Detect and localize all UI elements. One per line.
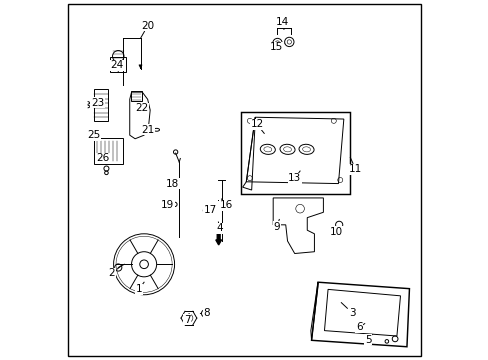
- Text: 4: 4: [216, 224, 222, 233]
- Text: 6: 6: [355, 322, 362, 332]
- Text: 20: 20: [141, 21, 154, 31]
- Text: 2: 2: [108, 268, 115, 278]
- Text: 8: 8: [203, 308, 210, 318]
- Bar: [94, 138, 122, 164]
- Text: 11: 11: [348, 164, 362, 174]
- Bar: [131, 91, 142, 101]
- Text: 1: 1: [135, 284, 142, 294]
- Bar: [241, 112, 349, 194]
- Bar: [94, 89, 108, 121]
- Text: 5: 5: [364, 334, 371, 345]
- Text: 18: 18: [166, 179, 179, 189]
- Text: 10: 10: [329, 227, 342, 237]
- Text: 24: 24: [110, 60, 123, 70]
- Text: 3: 3: [348, 308, 355, 318]
- Text: 13: 13: [287, 173, 301, 183]
- Text: 25: 25: [87, 130, 101, 140]
- Text: 14: 14: [275, 17, 288, 27]
- Text: 19: 19: [161, 200, 174, 210]
- Bar: [110, 57, 126, 72]
- Text: 26: 26: [96, 153, 109, 163]
- Text: 23: 23: [91, 98, 104, 108]
- Text: 17: 17: [203, 206, 217, 216]
- Text: 22: 22: [135, 103, 149, 113]
- Text: 7: 7: [183, 315, 190, 325]
- Text: 21: 21: [141, 125, 154, 135]
- Text: 9: 9: [273, 222, 280, 231]
- Text: 16: 16: [220, 200, 233, 210]
- FancyArrow shape: [215, 232, 221, 245]
- Text: 15: 15: [269, 42, 283, 52]
- Text: 12: 12: [250, 120, 263, 129]
